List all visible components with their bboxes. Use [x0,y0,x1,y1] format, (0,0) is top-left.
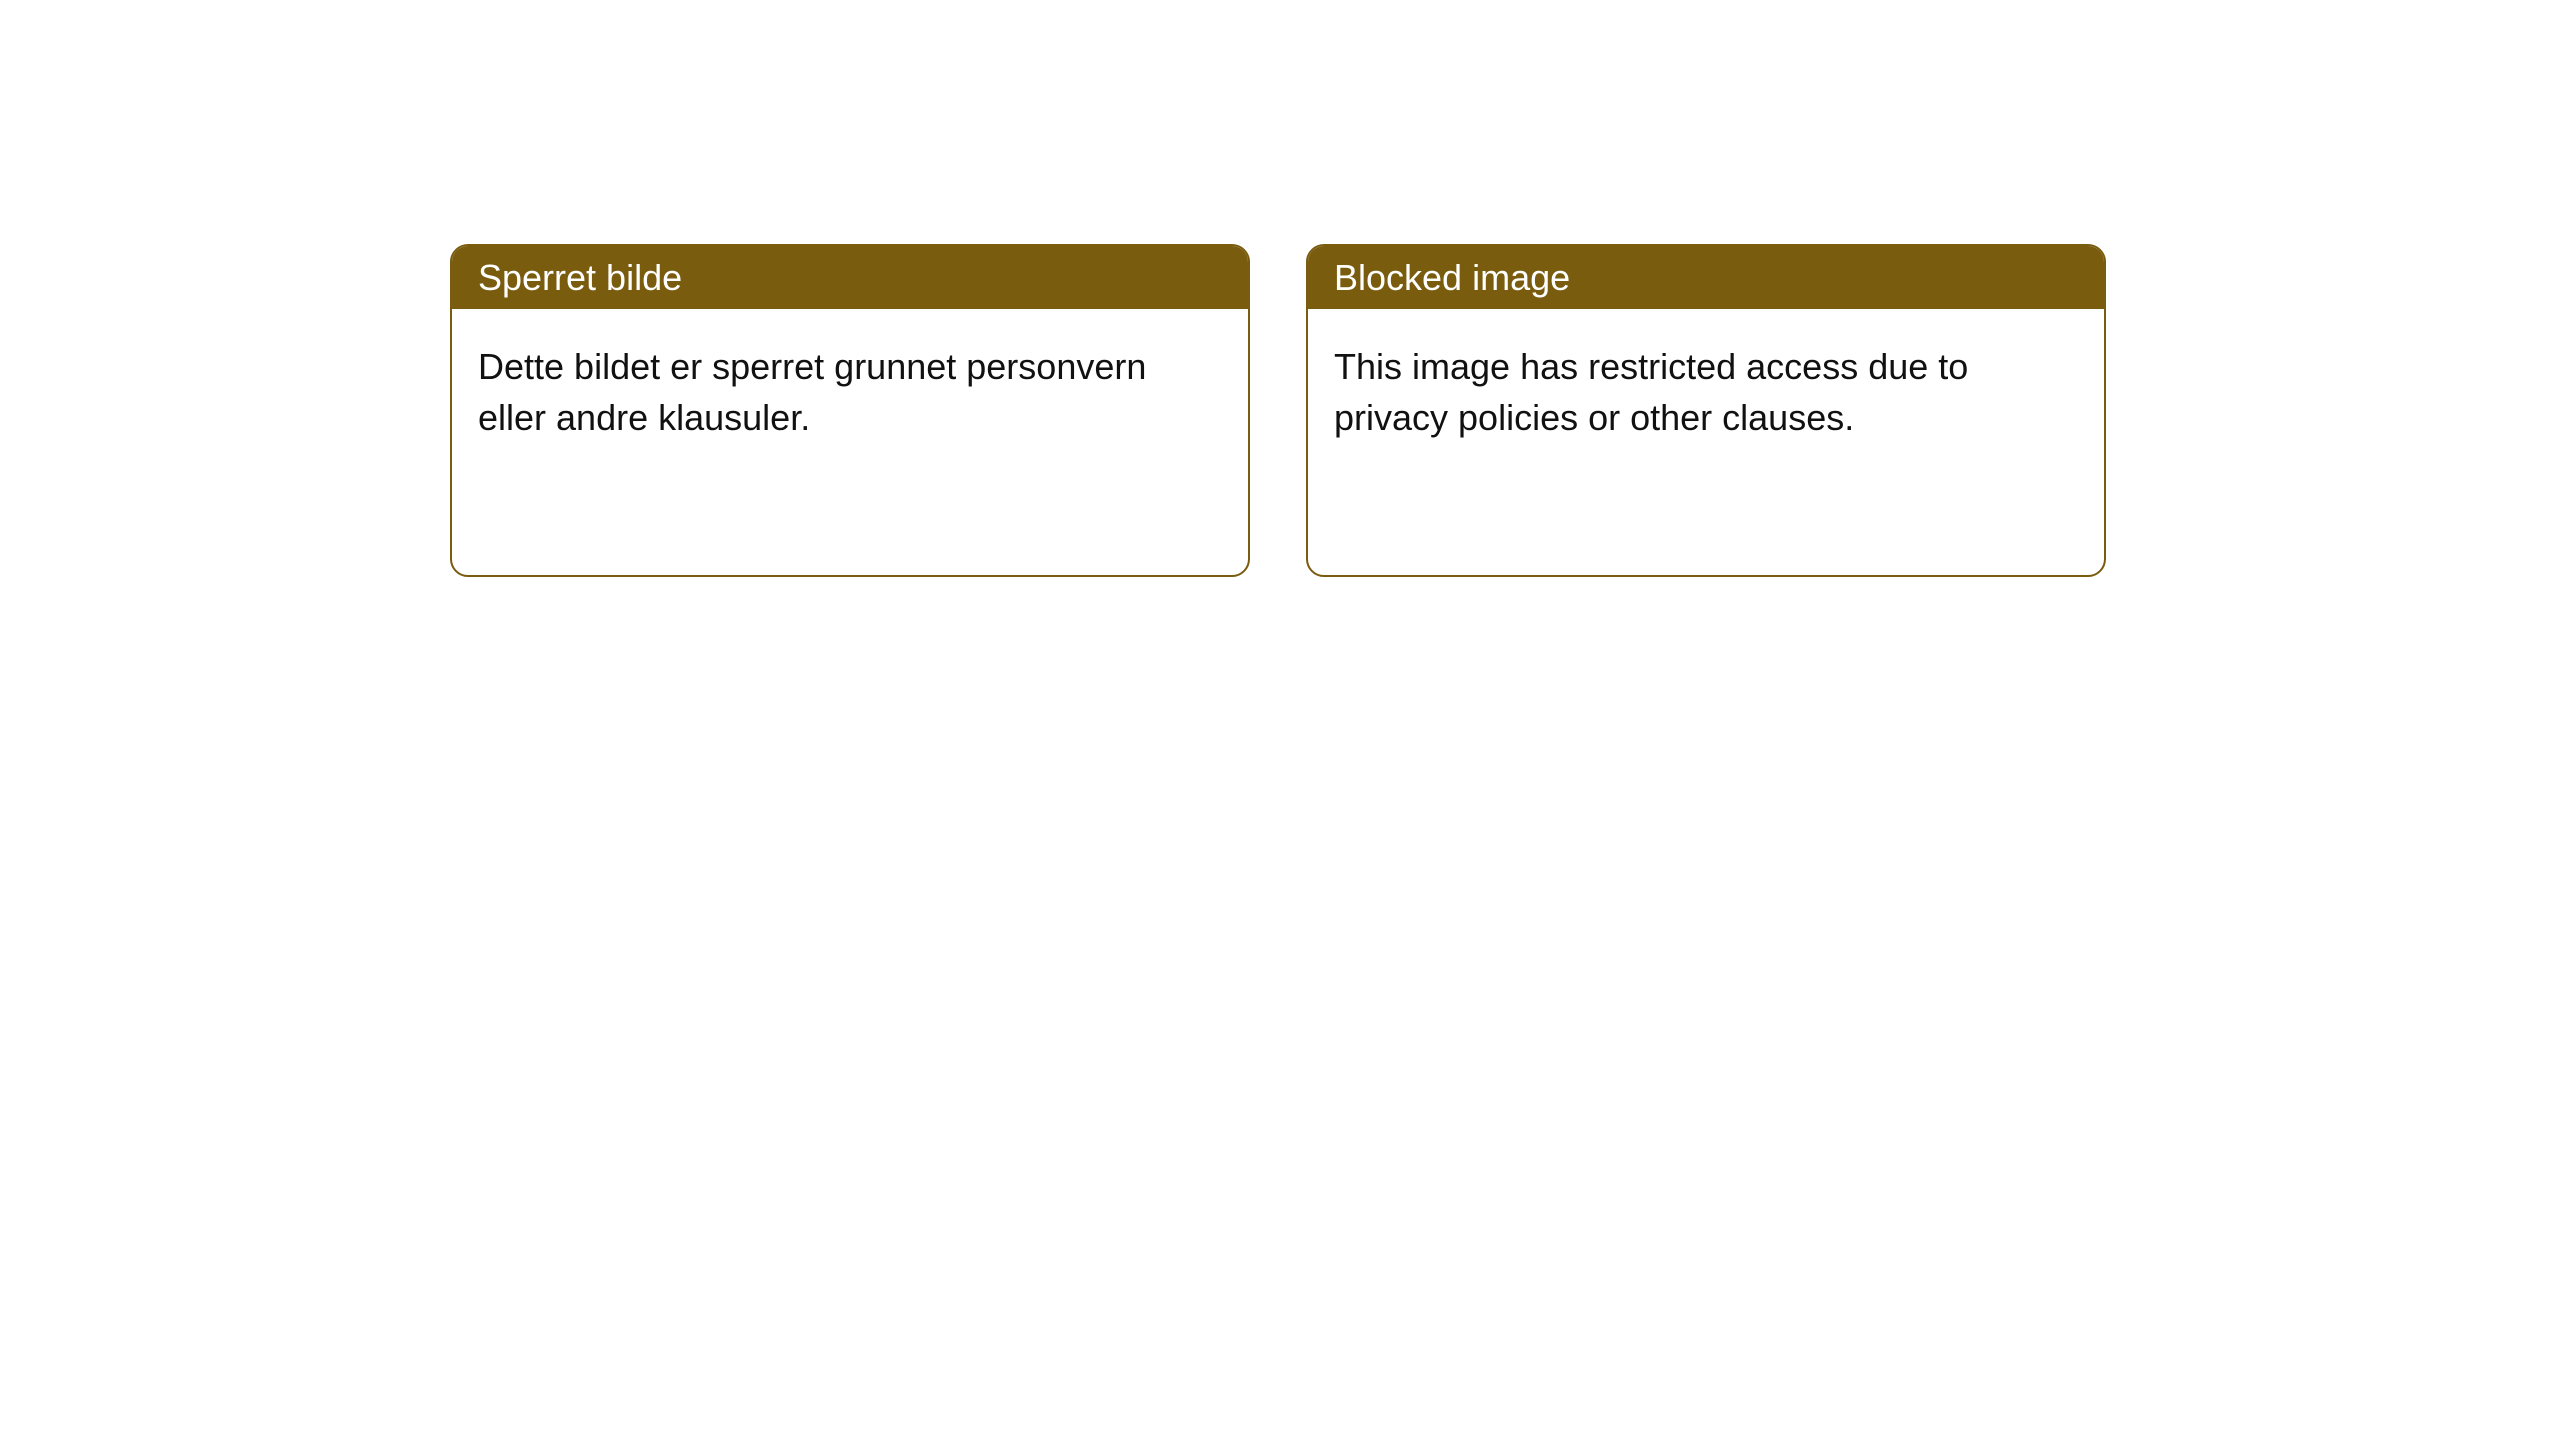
notice-card-english: Blocked image This image has restricted … [1306,244,2106,577]
card-body: This image has restricted access due to … [1308,309,2104,475]
notice-container: Sperret bilde Dette bildet er sperret gr… [450,244,2106,577]
card-header: Blocked image [1308,246,2104,309]
card-header: Sperret bilde [452,246,1248,309]
notice-card-norwegian: Sperret bilde Dette bildet er sperret gr… [450,244,1250,577]
card-body: Dette bildet er sperret grunnet personve… [452,309,1248,475]
